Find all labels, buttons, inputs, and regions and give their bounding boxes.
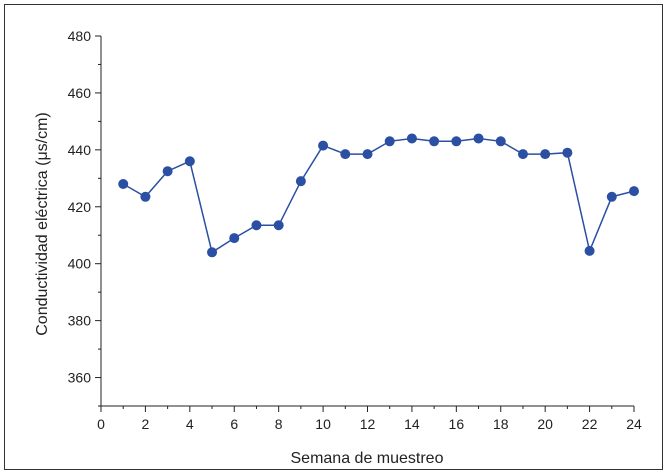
data-point xyxy=(295,176,306,187)
x-tick-label: 10 xyxy=(315,416,331,432)
y-tick-label: 480 xyxy=(68,28,92,44)
data-point xyxy=(251,220,262,231)
series-line xyxy=(122,137,635,254)
data-point xyxy=(429,136,440,147)
data-point xyxy=(273,220,284,231)
data-point xyxy=(606,191,617,202)
data-point xyxy=(318,140,329,151)
x-tick-label: 0 xyxy=(97,416,105,432)
x-tick-label: 4 xyxy=(186,416,194,432)
y-axis-title: Conductividad eléctrica (μs/cm) xyxy=(34,112,51,336)
y-tick-label: 360 xyxy=(68,370,92,386)
data-point xyxy=(229,233,240,244)
data-point xyxy=(118,179,129,189)
x-tick-label: 14 xyxy=(404,416,420,432)
data-point xyxy=(207,247,218,258)
data-point xyxy=(629,186,639,197)
x-tick-label: 6 xyxy=(230,416,238,432)
chart-frame xyxy=(4,4,663,470)
y-tick-label: 440 xyxy=(68,142,92,158)
data-point xyxy=(140,191,151,202)
data-point xyxy=(473,133,484,144)
data-point xyxy=(162,166,173,177)
x-tick-label: 12 xyxy=(360,416,376,432)
data-point xyxy=(495,136,506,147)
data-point xyxy=(406,133,417,144)
y-tick-label: 380 xyxy=(68,313,92,329)
data-point xyxy=(451,136,462,147)
data-point xyxy=(517,149,528,160)
y-tick-label: 460 xyxy=(68,85,92,101)
data-point xyxy=(540,149,551,160)
x-tick-label: 16 xyxy=(449,416,465,432)
data-point xyxy=(184,156,195,167)
data-point xyxy=(562,147,573,158)
x-tick-label: 2 xyxy=(142,416,150,432)
plot-area xyxy=(118,133,639,258)
x-axis-title: Semana de muestreo xyxy=(291,450,444,467)
axes: 0 2 4 6 8 10 12 14 16 18 20 22 243603804004204404604… xyxy=(68,28,642,432)
x-tick-label: 18 xyxy=(493,416,509,432)
x-tick-label: 22 xyxy=(582,416,598,432)
data-point xyxy=(362,149,373,160)
x-tick-label: 20 xyxy=(537,416,553,432)
data-point xyxy=(340,149,351,160)
x-tick-label: 8 xyxy=(275,416,283,432)
x-tick-label: 24 xyxy=(626,416,642,432)
data-point xyxy=(584,245,595,256)
y-tick-label: 420 xyxy=(68,199,92,215)
data-point xyxy=(384,136,395,147)
y-tick-label: 400 xyxy=(68,256,92,272)
